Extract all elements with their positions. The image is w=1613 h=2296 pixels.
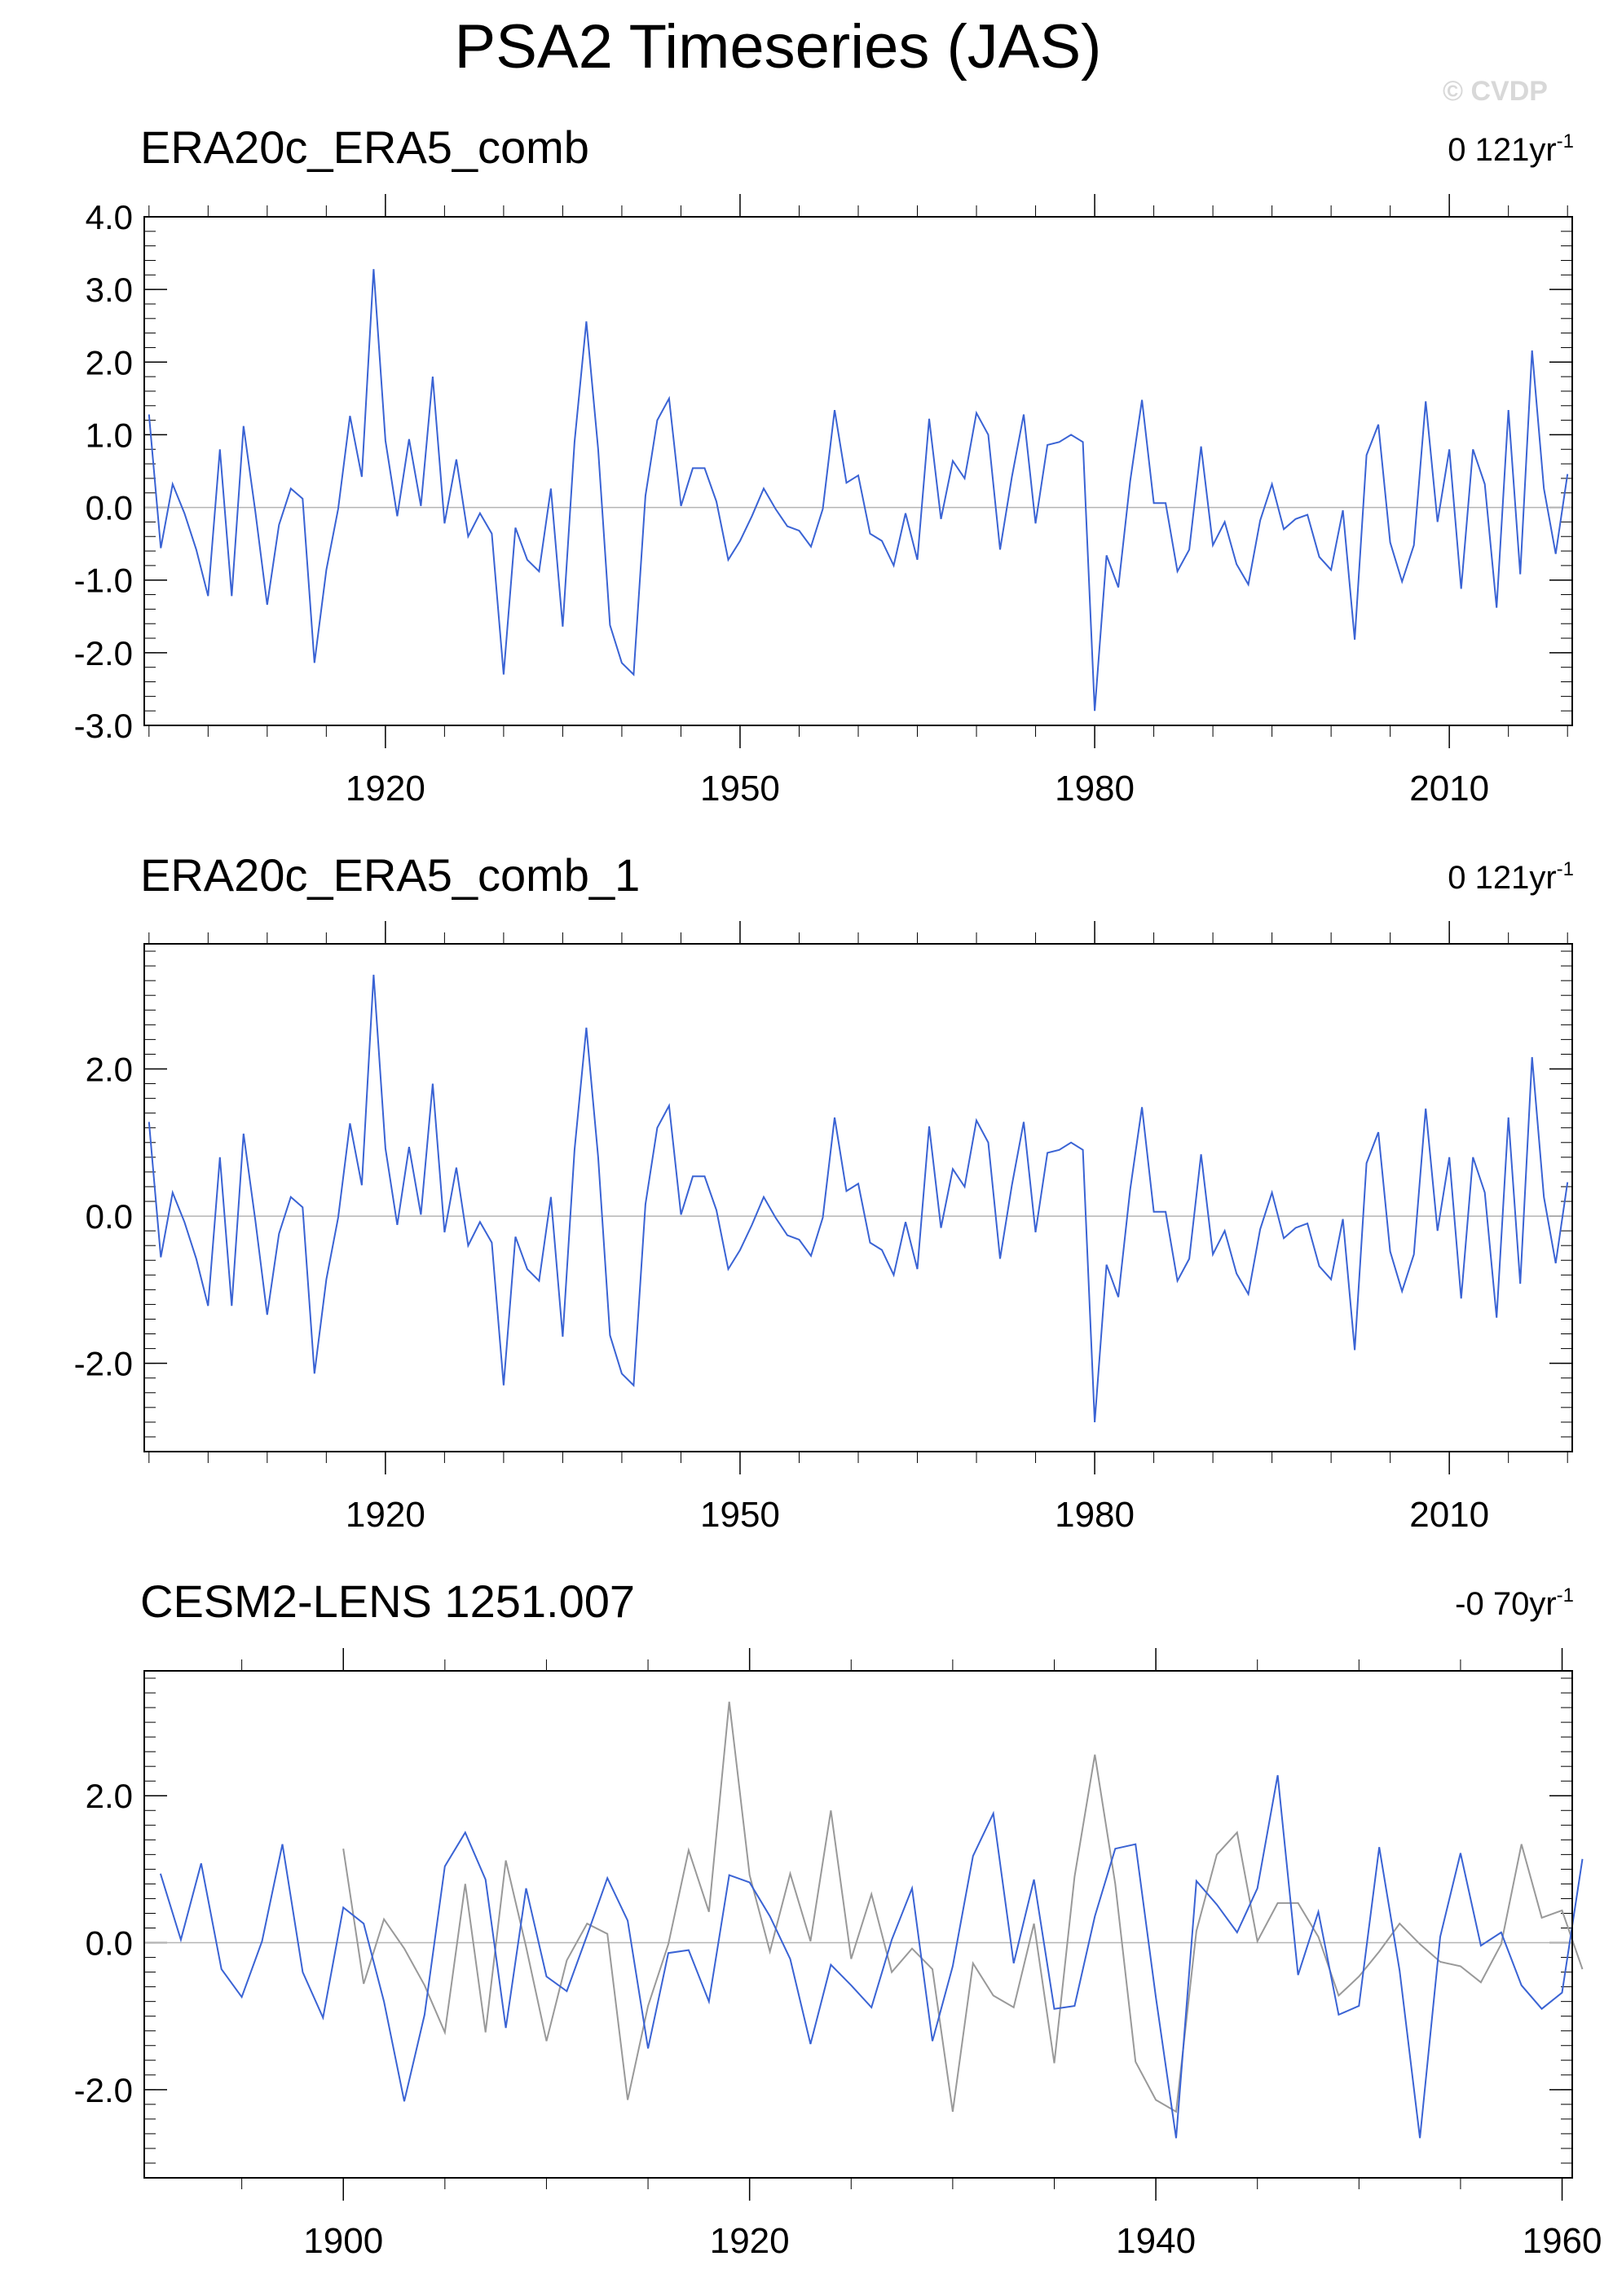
y-tick-label: 1.0 <box>86 416 133 454</box>
x-tick-label: 1920 <box>346 769 425 809</box>
panel-2-title: ERA20c_ERA5_comb_1 <box>140 849 641 901</box>
y-tick-label: 2.0 <box>86 1777 133 1815</box>
panel-1-trend-value: 0 121yr <box>1448 132 1557 168</box>
panel-2-plot: -2.0 0.0 2.0 1920 1950 1980 2010 <box>74 921 1573 1535</box>
panel-1-title: ERA20c_ERA5_comb <box>140 121 589 173</box>
panel-3-title: CESM2-LENS 1251.007 <box>140 1575 636 1627</box>
plot-frame <box>143 943 1573 1452</box>
page-title: PSA2 Timeseries (JAS) <box>454 12 1102 82</box>
y-tick-label: 2.0 <box>86 343 133 381</box>
observed-series-line <box>148 974 1569 1422</box>
observed-series-line <box>148 269 1569 712</box>
panel-3-trend: -0 70yr-1 <box>1455 1584 1574 1623</box>
y-tick-label: -2.0 <box>74 2071 133 2109</box>
x-tick-label: 2010 <box>1409 1495 1489 1535</box>
x-tick-label: 1960 <box>1523 2221 1602 2261</box>
y-tick-label: -2.0 <box>74 634 133 672</box>
x-tick-label: 1920 <box>710 2221 790 2261</box>
y-tick-label: -2.0 <box>74 1345 133 1383</box>
y-tick-label: 0.0 <box>86 489 133 527</box>
y-tick-label: 0.0 <box>86 1197 133 1236</box>
model-series-line <box>159 1774 1584 2139</box>
y-tick-label: 0.0 <box>86 1924 133 1963</box>
y-tick-label: -3.0 <box>74 707 133 745</box>
plot-frame <box>143 1670 1573 2179</box>
y-tick-label: 2.0 <box>86 1050 133 1088</box>
panel-1-trend-exponent: -1 <box>1556 130 1574 152</box>
panel-1-trend: 0 121yr-1 <box>1448 130 1574 169</box>
x-tick-label: 1980 <box>1055 1495 1135 1535</box>
panel-2-trend-value: 0 121yr <box>1448 860 1557 896</box>
y-tick-label: 3.0 <box>86 271 133 309</box>
x-tick-label: 1980 <box>1055 769 1135 809</box>
panel-3-trend-value: -0 70yr <box>1455 1586 1557 1622</box>
plot-frame <box>143 216 1573 726</box>
x-tick-label: 1950 <box>700 769 780 809</box>
x-tick-label: 2010 <box>1409 769 1489 809</box>
y-tick-label: -1.0 <box>74 562 133 600</box>
x-tick-label: 1900 <box>303 2221 383 2261</box>
watermark: © CVDP <box>1443 76 1548 107</box>
x-tick-label: 1950 <box>700 1495 780 1535</box>
panel-1-plot: -3.0 -2.0 -1.0 0.0 1.0 2.0 3.0 4.0 1920 1950 1980 2… <box>74 194 1573 809</box>
panel-2-trend-exponent: -1 <box>1556 858 1574 880</box>
panel-2-trend: 0 121yr-1 <box>1448 858 1574 897</box>
x-tick-label: 1920 <box>346 1495 425 1535</box>
observed-series-line <box>342 1701 1584 2113</box>
panel-3-trend-exponent: -1 <box>1556 1584 1574 1606</box>
panel-3-plot: -2.0 0.0 2.0 1900 1920 1940 1960 <box>74 1648 1602 2261</box>
y-tick-label: 4.0 <box>86 198 133 236</box>
x-tick-label: 1940 <box>1116 2221 1196 2261</box>
